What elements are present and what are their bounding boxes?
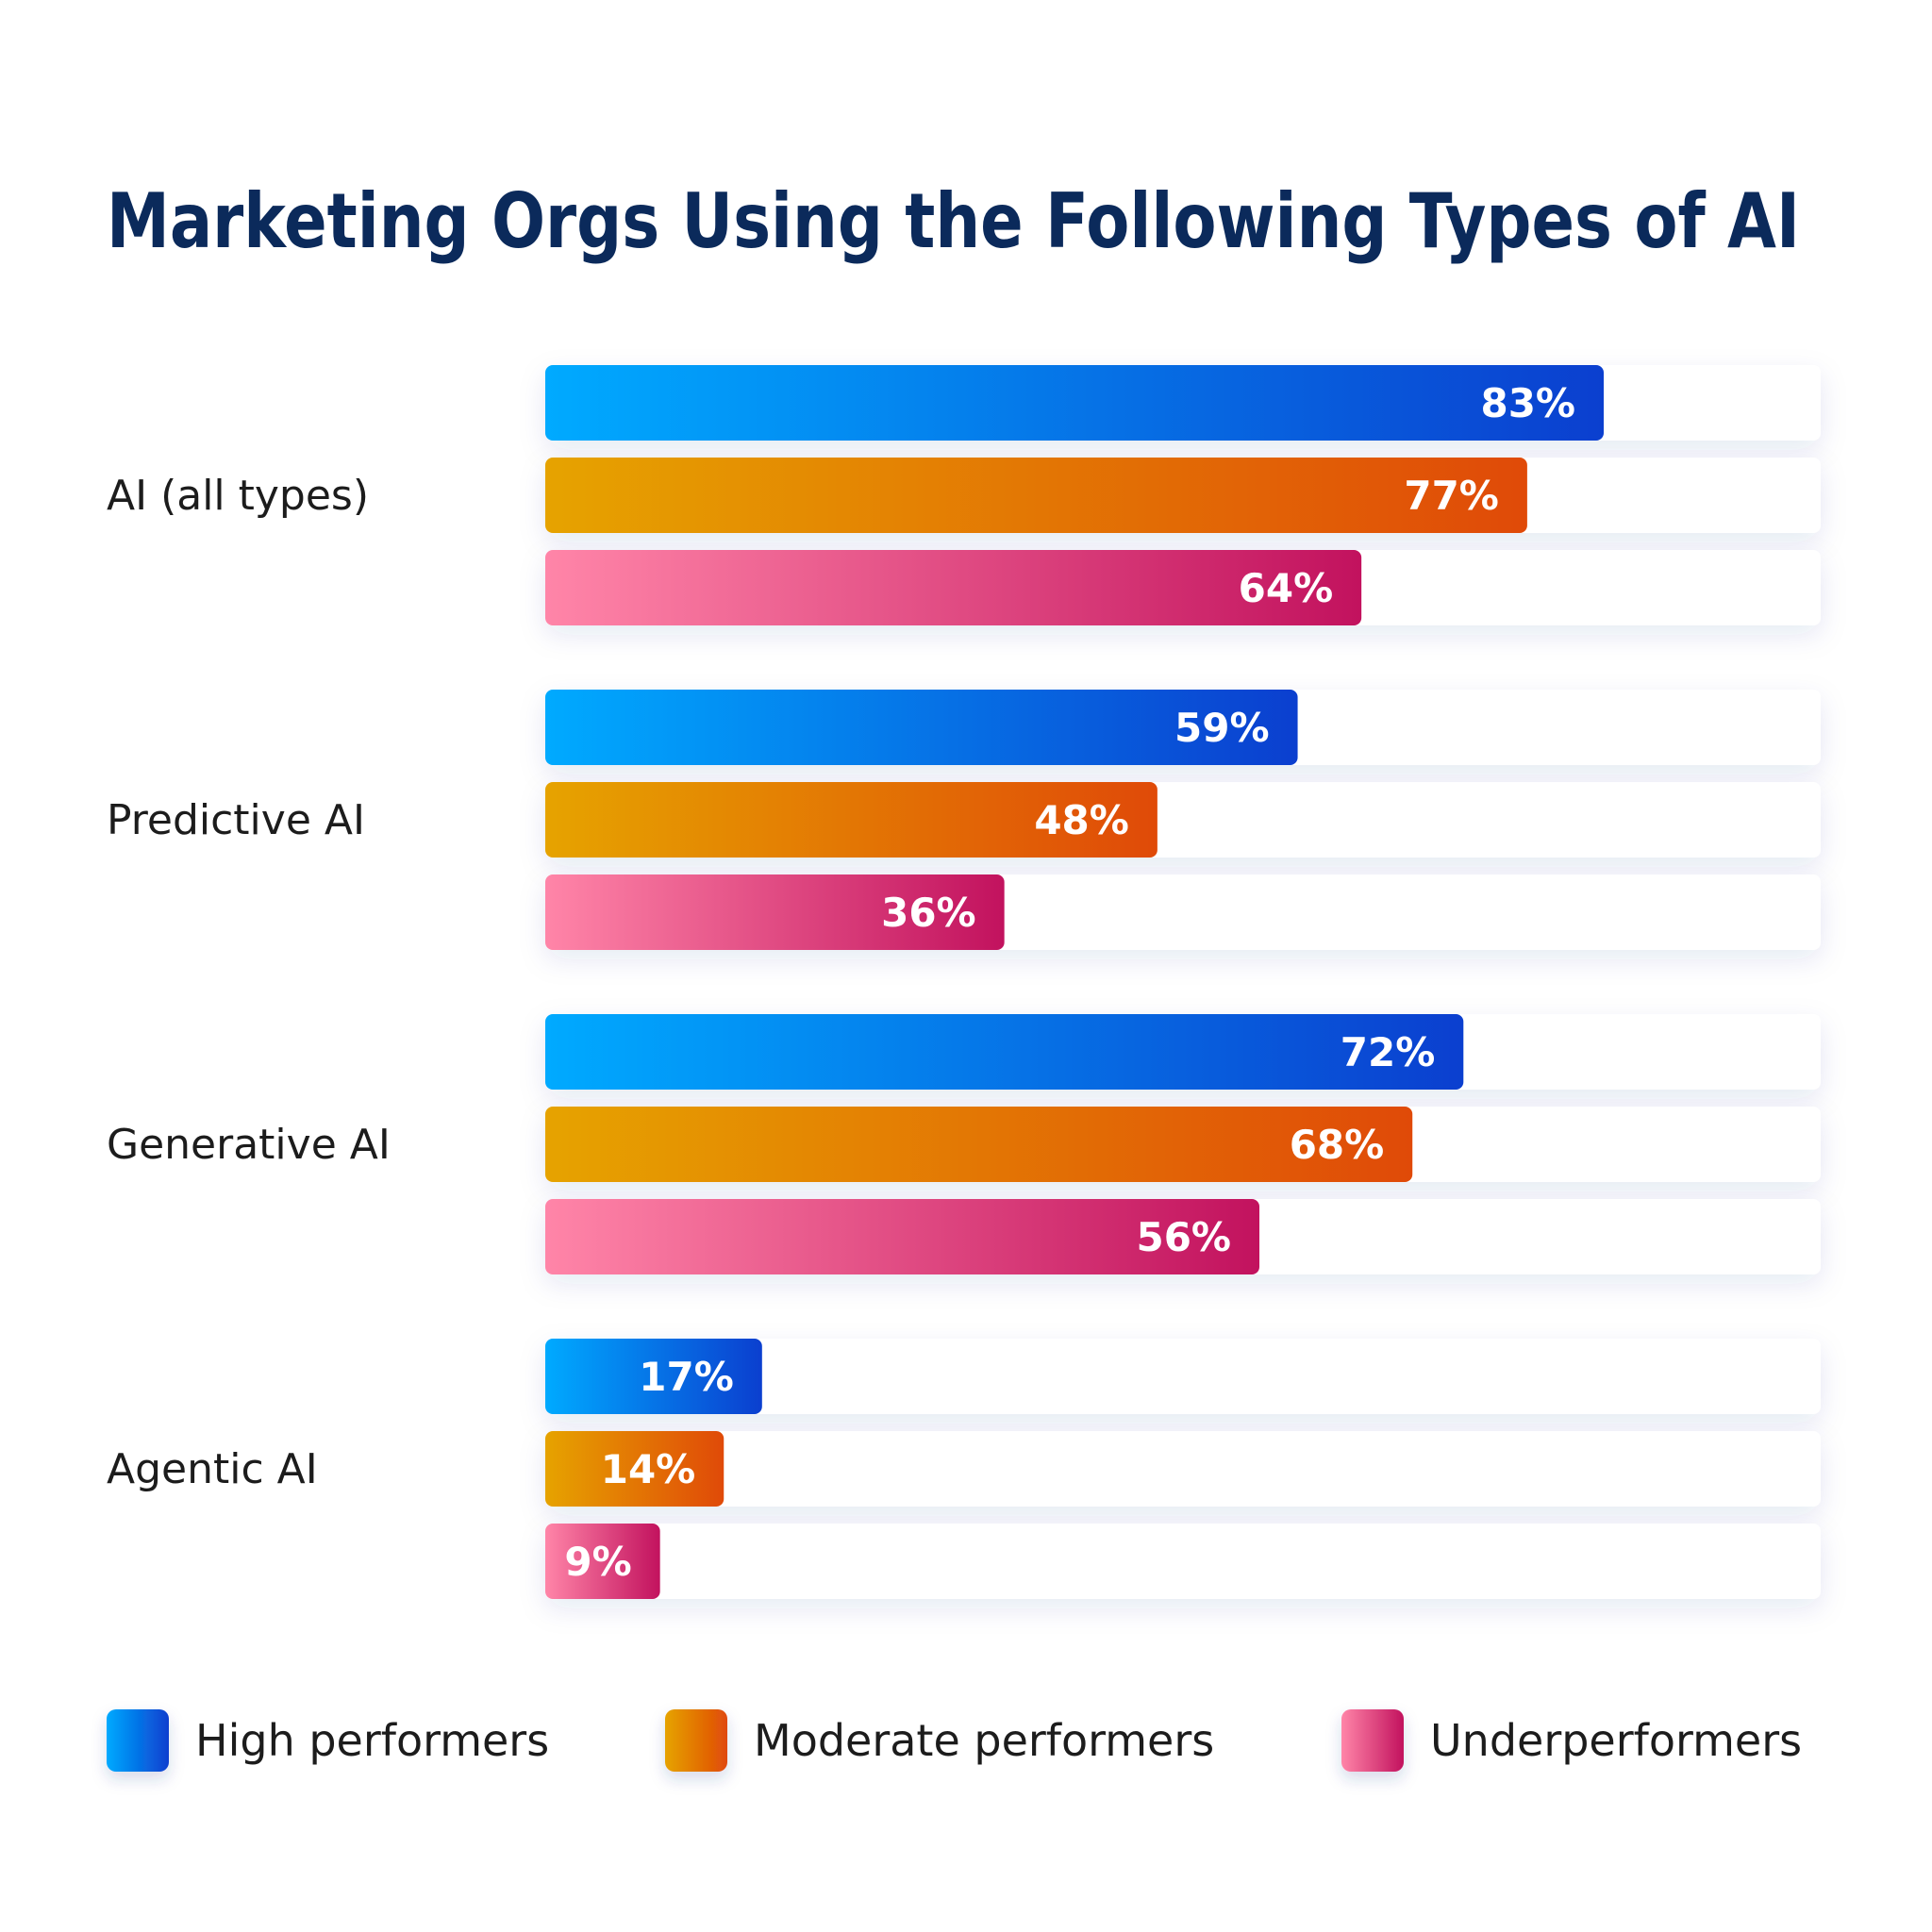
bar (545, 1431, 724, 1507)
chart-title: Marketing Orgs Using the Following Types… (107, 177, 1800, 265)
category-label: Agentic AI (107, 1445, 318, 1493)
value-label: 59% (1174, 705, 1270, 751)
value-label: 14% (601, 1446, 696, 1492)
legend: High performers Moderate performers Underp… (107, 1709, 1802, 1772)
legend-label: Underperformers (1430, 1715, 1802, 1766)
value-label: 72% (1341, 1029, 1436, 1075)
value-label: 48% (1034, 797, 1129, 843)
bar (545, 1524, 660, 1599)
bar (545, 550, 1362, 625)
legend-label: High performers (195, 1715, 549, 1766)
legend-swatch (665, 1709, 727, 1772)
value-label: 36% (881, 890, 976, 936)
bar-track (545, 1339, 1821, 1414)
bar (545, 458, 1527, 533)
category-label: Predictive AI (107, 796, 365, 844)
legend-item: High performers (107, 1709, 549, 1772)
value-label: 68% (1290, 1122, 1385, 1168)
bar-group-2: Generative AI 72% 68% 56% (107, 1014, 1821, 1274)
bar-group-3: Agentic AI 17% 14% 9% (107, 1339, 1821, 1599)
value-label: 83% (1480, 380, 1575, 426)
legend-swatch (107, 1709, 169, 1772)
bar (545, 1014, 1464, 1090)
legend-label: Moderate performers (754, 1715, 1214, 1766)
value-label: 56% (1136, 1214, 1231, 1260)
bar (545, 365, 1604, 441)
bars-layer: AI (all types) 83% 77% 64% Predictive AI 59% 4… (107, 365, 1821, 1599)
value-label: 64% (1239, 565, 1334, 611)
legend-swatch (1341, 1709, 1404, 1772)
legend-item: Underperformers (1341, 1709, 1802, 1772)
category-label: Generative AI (107, 1121, 391, 1169)
category-label: AI (all types) (107, 472, 369, 520)
bar (545, 1339, 762, 1414)
bar (545, 1107, 1413, 1182)
bar (545, 782, 1158, 858)
bar-track (545, 1431, 1821, 1507)
bar (545, 690, 1298, 765)
value-label: 9% (564, 1539, 631, 1585)
value-label: 17% (639, 1354, 734, 1400)
value-label: 77% (1404, 473, 1499, 519)
bar (545, 874, 1005, 950)
bar-track (545, 1524, 1821, 1599)
bar-group-0: AI (all types) 83% 77% 64% (107, 365, 1821, 625)
bar-group-1: Predictive AI 59% 48% 36% (107, 690, 1821, 950)
legend-item: Moderate performers (665, 1709, 1214, 1772)
bar (545, 1199, 1260, 1274)
